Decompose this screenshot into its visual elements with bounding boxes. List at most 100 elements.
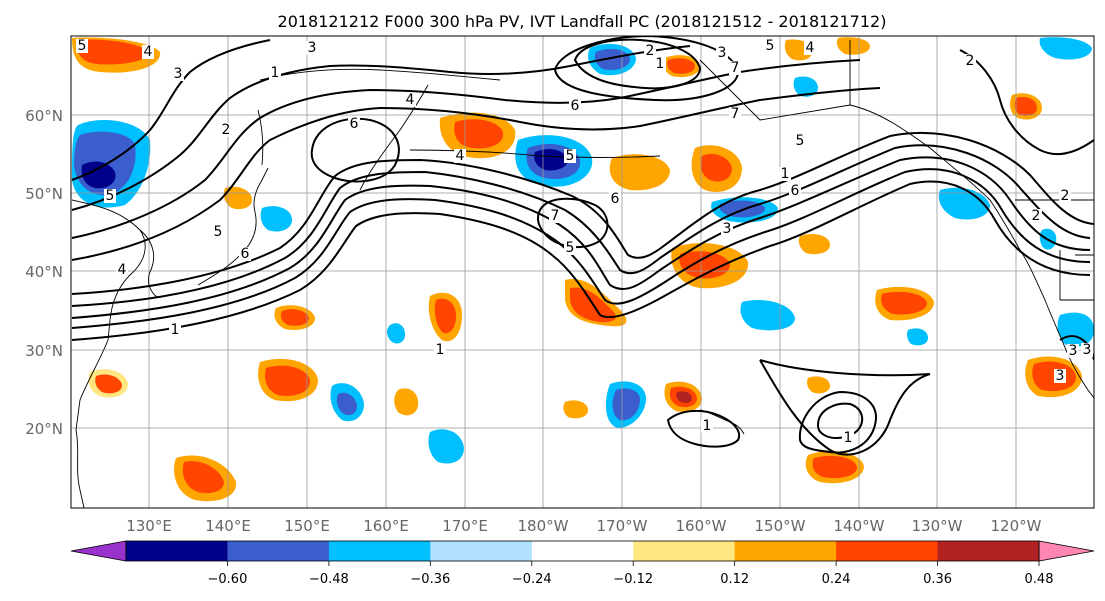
colorbar-tick-label: −0.12 (613, 572, 653, 587)
shade-blob (394, 388, 419, 416)
contour-label: 1 (703, 418, 712, 434)
contour-label: 6 (791, 183, 800, 199)
contour-label: 3 (718, 45, 727, 61)
contour-label: 1 (436, 342, 445, 358)
contour-label: 7 (551, 208, 560, 224)
coastline-siberia (259, 68, 501, 81)
contour-label: 4 (144, 44, 153, 60)
contour-label-bg (239, 247, 251, 261)
contour-line (71, 156, 1091, 319)
contour-label-bg (729, 107, 741, 121)
shade-blob (260, 206, 292, 232)
contour-line (666, 409, 740, 448)
coastline-sakhalin (257, 109, 264, 166)
contour-label: 2 (1032, 208, 1041, 224)
contour-label-bg (212, 225, 224, 239)
contour-label: 2 (1061, 188, 1070, 204)
shade-blob (679, 251, 730, 279)
lat-label: 40°N (25, 263, 63, 281)
contour-label: 5 (766, 38, 775, 54)
contour-label-bg (721, 222, 733, 236)
shade-blob (387, 323, 406, 344)
contour-label-bg (729, 61, 741, 75)
shade-blob (95, 374, 122, 394)
contour-label-bg (779, 167, 791, 181)
map-title: 2018121212 F000 300 hPa PV, IVT Landfall… (278, 12, 887, 31)
contour-label-bg (1081, 343, 1093, 357)
contour-label-bg (1054, 369, 1066, 383)
lon-label: 170°E (442, 517, 488, 535)
colorbar-segment (734, 541, 837, 561)
colorbar-tick-label: 0.24 (822, 572, 851, 587)
shade-blob (454, 119, 504, 149)
latitude-labels: 60°N 50°N 40°N 30°N 20°N (25, 107, 63, 438)
lon-label: 140°E (205, 517, 251, 535)
contour-label: 1 (781, 166, 790, 182)
contour-label-bg (348, 117, 360, 131)
contour-label: 6 (350, 116, 359, 132)
contour-label: 5 (796, 133, 805, 149)
contour-label-bg (142, 45, 154, 59)
contour-line (71, 144, 1091, 307)
shade-blob (280, 309, 309, 326)
contour-label-bg (1030, 209, 1042, 223)
colorbar-tick-label: −0.36 (410, 572, 450, 587)
contour-label: 1 (271, 65, 280, 81)
colorbar-segment (531, 541, 634, 561)
colorbar-tick-label: −0.48 (309, 572, 349, 587)
colorbar-segment (836, 541, 939, 561)
contour-label: 4 (806, 40, 815, 56)
coastline-aleutians (409, 149, 661, 158)
lon-label: 120°W (991, 517, 1042, 535)
colorbar-segment (227, 541, 330, 561)
lat-label: 50°N (25, 185, 63, 203)
contour-label: 3 (723, 221, 732, 237)
contour-label-bg (306, 41, 318, 55)
contour-label-bg (76, 39, 88, 53)
contour-label-bg (569, 99, 581, 113)
contour-label-bg (764, 39, 776, 53)
contour-label: 1 (656, 56, 665, 72)
contour-label-bg (172, 67, 184, 81)
shade-blob (881, 291, 927, 315)
contour-label-bg (549, 209, 561, 223)
shade-blob (667, 58, 695, 74)
lon-label: 180°W (518, 517, 569, 535)
contour-label: 4 (118, 262, 127, 278)
contour-label: 2 (646, 43, 655, 59)
contour-closed (536, 197, 609, 249)
contour-label-bg (220, 123, 232, 137)
graticule (71, 36, 1094, 508)
coastline-north-america (1019, 249, 1094, 399)
contour-label-bg (654, 57, 666, 71)
contour-label-bg (116, 263, 128, 277)
contour-label-bg (269, 66, 281, 80)
shade-blob (434, 298, 456, 334)
longitude-labels: 130°E 140°E 150°E 160°E 170°E 180°W 170°W 160°W… (126, 517, 1041, 535)
contour-label-bg (804, 41, 816, 55)
shade-blob (336, 392, 357, 416)
colorbar: −0.60 −0.48 −0.36 −0.24 −0.12 0.12 0.24 0.36 0.4… (70, 540, 1095, 587)
contour-label: 7 (731, 106, 740, 122)
contour-label: 3 (308, 40, 317, 56)
shade-blob (807, 376, 830, 394)
colorbar-segment (633, 541, 736, 561)
contour-label-bg (404, 93, 416, 107)
contour-label: 2 (966, 53, 975, 69)
colorbar-segment (126, 541, 228, 561)
contour-label: 6 (571, 98, 580, 114)
shade-blob (182, 461, 224, 494)
contour-label: 5 (78, 38, 87, 54)
lon-label: 160°E (363, 517, 409, 535)
shade-blob (81, 161, 116, 189)
map-background (71, 36, 1094, 508)
lon-label: 160°W (676, 517, 727, 535)
contour-label-bg (169, 323, 181, 337)
lat-label: 30°N (25, 342, 63, 360)
shade-blob (1057, 312, 1094, 347)
shade-blob (1014, 97, 1037, 116)
colorbar-segment (937, 541, 1040, 561)
contour-line (71, 132, 1094, 295)
